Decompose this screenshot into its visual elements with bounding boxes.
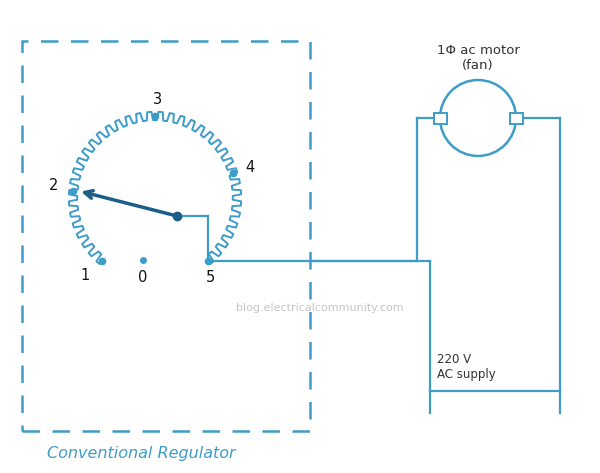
Text: 220 V
AC supply: 220 V AC supply <box>437 353 496 381</box>
Text: 2: 2 <box>49 178 58 193</box>
Bar <box>22 41 310 431</box>
Text: 4: 4 <box>245 160 254 175</box>
Text: 1: 1 <box>80 268 90 283</box>
Text: 0: 0 <box>139 270 148 284</box>
Text: Conventional Regulator: Conventional Regulator <box>47 446 236 461</box>
Text: 5: 5 <box>206 270 215 285</box>
Text: blog.electricalcommunity.com: blog.electricalcommunity.com <box>236 303 404 313</box>
Bar <box>433 113 446 123</box>
Text: 3: 3 <box>154 91 163 106</box>
Text: 1Φ ac motor
(fan): 1Φ ac motor (fan) <box>437 44 520 72</box>
Bar <box>509 113 523 123</box>
